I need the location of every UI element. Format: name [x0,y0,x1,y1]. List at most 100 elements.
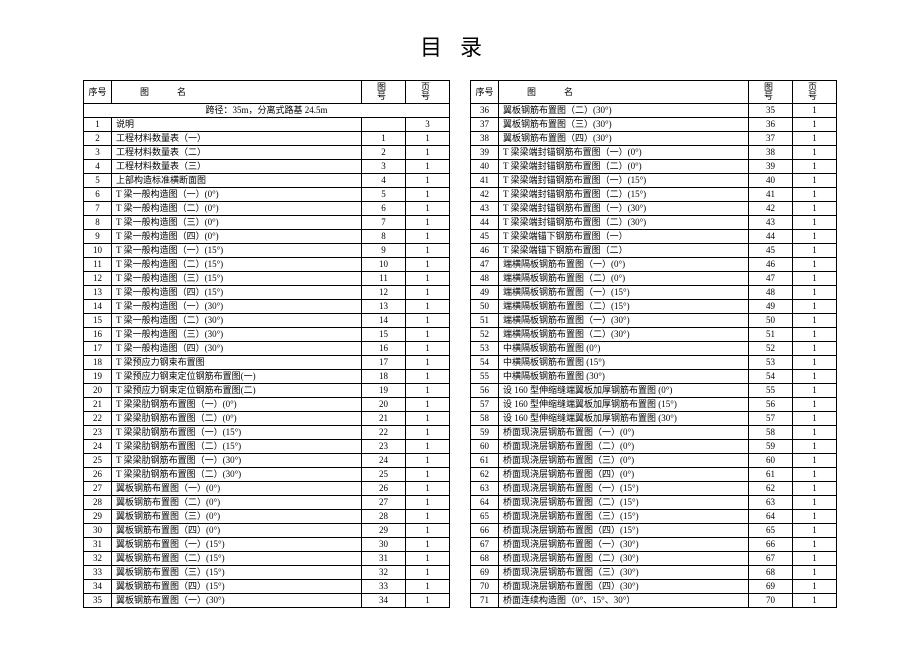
cell-name: 桥面现浇层钢筋布置图（二）(0°) [499,440,749,454]
table-row: 29翼板钢筋布置图（三）(0°)281 [84,510,450,524]
cell-page: 1 [406,566,450,580]
cell-seq: 16 [84,328,112,342]
cell-seq: 61 [471,454,499,468]
cell-fig: 65 [749,524,793,538]
cell-name: 翼板钢筋布置图（二）(15°) [112,552,362,566]
cell-page: 1 [793,160,837,174]
cell-seq: 70 [471,580,499,594]
cell-seq: 27 [84,482,112,496]
table-row: 32翼板钢筋布置图（二）(15°)311 [84,552,450,566]
table-row: 35翼板钢筋布置图（一）(30°)341 [84,594,450,608]
cell-fig: 54 [749,370,793,384]
cell-page: 1 [406,538,450,552]
cell-name: 翼板钢筋布置图（二）(0°) [112,496,362,510]
table-row: 27翼板钢筋布置图（一）(0°)261 [84,482,450,496]
cell-name: T 梁一般构造图（三）(30°) [112,328,362,342]
cell-seq: 12 [84,272,112,286]
cell-seq: 58 [471,412,499,426]
cell-page: 1 [793,244,837,258]
cell-seq: 40 [471,160,499,174]
table-row: 60桥面现浇层钢筋布置图（二）(0°)591 [471,440,837,454]
cell-fig: 55 [749,384,793,398]
cell-name: T 梁一般构造图（一）(15°) [112,244,362,258]
cell-page: 1 [793,328,837,342]
cell-seq: 30 [84,524,112,538]
table-row: 30翼板钢筋布置图（四）(0°)291 [84,524,450,538]
page-title: 目录 [60,30,860,62]
cell-seq: 17 [84,342,112,356]
cell-name: 翼板钢筋布置图（四）(0°) [112,524,362,538]
table-row: 6T 梁一般构造图（一）(0°)51 [84,188,450,202]
cell-name: 桥面现浇层钢筋布置图（四）(15°) [499,524,749,538]
cell-name: 中横隔板钢筋布置图 (15°) [499,356,749,370]
cell-page: 1 [793,594,837,608]
cell-name: 桥面现浇层钢筋布置图（二）(15°) [499,496,749,510]
cell-seq: 57 [471,398,499,412]
cell-seq: 45 [471,230,499,244]
cell-fig: 25 [362,468,406,482]
cell-name: 桥面现浇层钢筋布置图（三）(15°) [499,510,749,524]
header-name: 图名 [499,81,749,104]
cell-name: T 梁预应力钢束定位钢筋布置图(二) [112,384,362,398]
cell-fig: 68 [749,566,793,580]
cell-seq: 64 [471,496,499,510]
cell-seq: 56 [471,384,499,398]
table-row: 43T 梁梁端封锚钢筋布置图（一）(30°)421 [471,202,837,216]
cell-page: 1 [793,286,837,300]
cell-fig: 28 [362,510,406,524]
cell-fig: 33 [362,580,406,594]
cell-page: 1 [793,356,837,370]
cell-page: 1 [406,258,450,272]
cell-seq: 11 [84,258,112,272]
cell-fig: 23 [362,440,406,454]
cell-page: 1 [793,398,837,412]
header-seq: 序号 [84,81,112,104]
cell-seq: 47 [471,258,499,272]
cell-seq: 21 [84,398,112,412]
table-row: 7T 梁一般构造图（二）(0°)61 [84,202,450,216]
cell-name: 桥面现浇层钢筋布置图（一）(30°) [499,538,749,552]
cell-page: 1 [793,454,837,468]
cell-seq: 65 [471,510,499,524]
cell-fig: 10 [362,258,406,272]
cell-fig: 42 [749,202,793,216]
table-row: 5上部构造标准横断面图41 [84,174,450,188]
cell-fig: 67 [749,552,793,566]
cell-fig: 20 [362,398,406,412]
table-row: 52端横隔板钢筋布置图（二）(30°)511 [471,328,837,342]
cell-seq: 23 [84,426,112,440]
cell-fig: 49 [749,300,793,314]
cell-fig: 45 [749,244,793,258]
cell-fig: 59 [749,440,793,454]
cell-fig: 30 [362,538,406,552]
cell-seq: 38 [471,132,499,146]
table-row: 2工程材料数量表（一）11 [84,132,450,146]
cell-name: T 梁梁端锚下钢筋布置图（二） [499,244,749,258]
cell-page: 1 [793,230,837,244]
table-row: 66桥面现浇层钢筋布置图（四）(15°)651 [471,524,837,538]
table-right: 序号 图名 图号 页号 36翼板钢筋布置图（二）(30°)35137翼板钢筋布置… [470,80,837,608]
cell-seq: 50 [471,300,499,314]
cell-fig: 60 [749,454,793,468]
table-row: 36翼板钢筋布置图（二）(30°)351 [471,104,837,118]
table-row: 8T 梁一般构造图（三）(0°)71 [84,216,450,230]
cell-name: 桥面现浇层钢筋布置图（四）(30°) [499,580,749,594]
cell-page: 1 [793,104,837,118]
cell-fig: 40 [749,174,793,188]
table-row: 20T 梁预应力钢束定位钢筋布置图(二)191 [84,384,450,398]
cell-seq: 44 [471,216,499,230]
cell-fig: 4 [362,174,406,188]
cell-page: 1 [406,496,450,510]
cell-fig: 51 [749,328,793,342]
cell-name: 翼板钢筋布置图（一）(15°) [112,538,362,552]
cell-fig: 34 [362,594,406,608]
cell-fig: 52 [749,342,793,356]
table-row: 48端横隔板钢筋布置图（二）(0°)471 [471,272,837,286]
table-row: 15T 梁一般构造图（二）(30°)141 [84,314,450,328]
cell-page: 1 [793,384,837,398]
header-row: 序号 图名 图号 页号 [471,81,837,104]
cell-fig: 41 [749,188,793,202]
cell-fig: 58 [749,426,793,440]
cell-fig: 8 [362,230,406,244]
table-row: 58设 160 型伸缩缝端翼板加厚钢筋布置图 (30°)571 [471,412,837,426]
